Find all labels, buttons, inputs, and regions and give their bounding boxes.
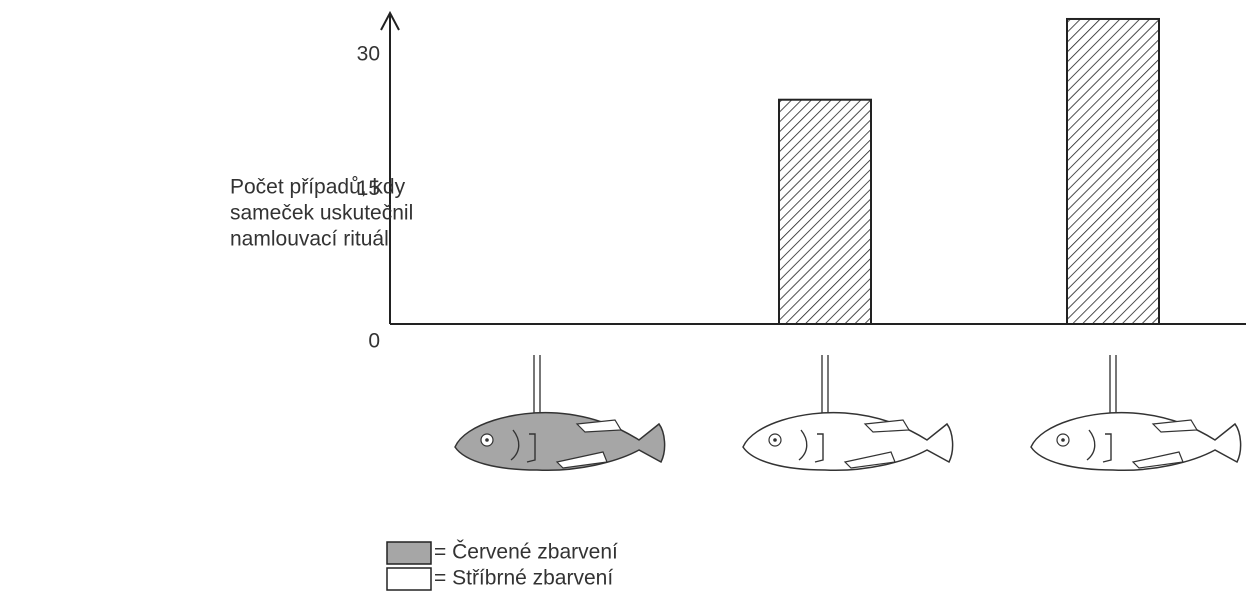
y-axis-arrow: [380, 10, 400, 31]
legend-swatch: [386, 541, 432, 565]
bar: [1066, 17, 1160, 325]
fish-fin: [1151, 419, 1199, 433]
legend-label: = Stříbrné zbarvení: [434, 567, 613, 590]
fish-fin: [1131, 451, 1184, 469]
fish-gill: [798, 429, 824, 463]
fish: [742, 355, 954, 472]
fish-fin: [555, 451, 608, 469]
fish-gill: [1086, 429, 1112, 463]
fish-fin: [863, 419, 911, 433]
y-axis-label: namlouvací rituál: [230, 228, 389, 251]
legend-label: = Červené zbarvení: [434, 541, 618, 564]
fish-gill: [510, 429, 536, 463]
fish-fin: [843, 451, 896, 469]
y-axis-label: sameček uskutečnil: [230, 202, 413, 225]
y-tick-label: 30: [357, 42, 380, 65]
fish: [1030, 355, 1242, 472]
legend-swatch: [386, 567, 432, 591]
fish-pupil: [773, 438, 777, 442]
fish-pupil: [485, 438, 489, 442]
bar: [778, 98, 872, 326]
y-tick-label: 15: [357, 177, 380, 200]
y-axis-label: Počet případů, kdy: [230, 176, 406, 199]
y-tick-label: 0: [368, 330, 380, 353]
fish-fin: [575, 419, 623, 433]
fish: [454, 355, 666, 472]
fish-pupil: [1061, 438, 1065, 442]
